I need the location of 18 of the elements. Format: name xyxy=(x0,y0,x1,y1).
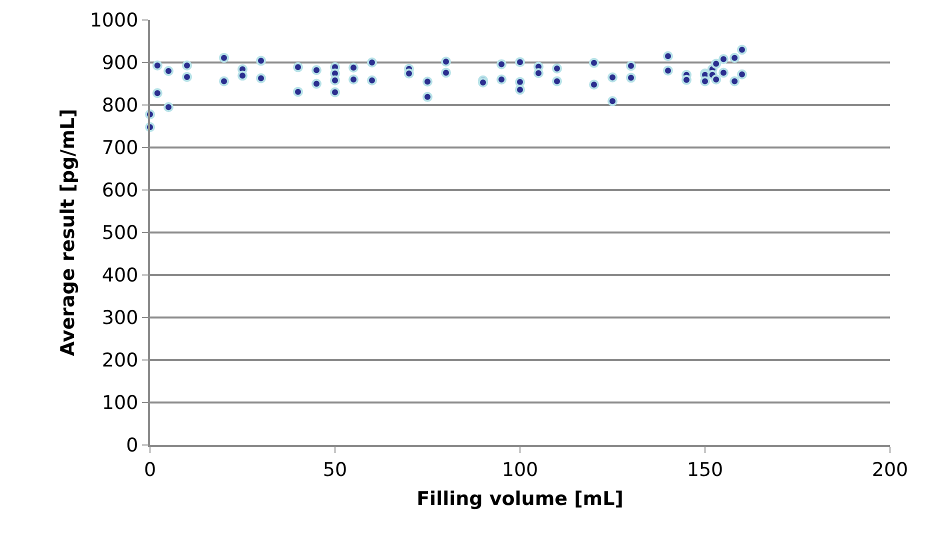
y-tick-label: 0 xyxy=(126,434,138,457)
x-tick-label: 150 xyxy=(686,458,724,481)
y-tick-label: 200 xyxy=(102,350,138,372)
y-tick-label: 900 xyxy=(102,52,138,74)
y-tick-label: 600 xyxy=(102,180,138,202)
y-tick-label: 300 xyxy=(102,307,138,330)
y-tick-label: 500 xyxy=(102,222,138,244)
y-tick-label: 800 xyxy=(102,94,138,117)
y-axis-title: Average result [pg/mL] xyxy=(57,108,80,356)
x-tick-label: 0 xyxy=(144,458,156,481)
y-tick-label: 700 xyxy=(102,137,138,160)
y-tick-label: 1000 xyxy=(90,10,138,32)
y-tick-label: 100 xyxy=(102,392,138,414)
x-axis-title: Filling volume [mL] xyxy=(416,488,624,510)
x-tick-label: 100 xyxy=(502,458,538,481)
x-tick-label: 200 xyxy=(872,458,908,481)
x-tick-label: 50 xyxy=(322,458,348,481)
y-tick-label: 400 xyxy=(102,264,138,287)
